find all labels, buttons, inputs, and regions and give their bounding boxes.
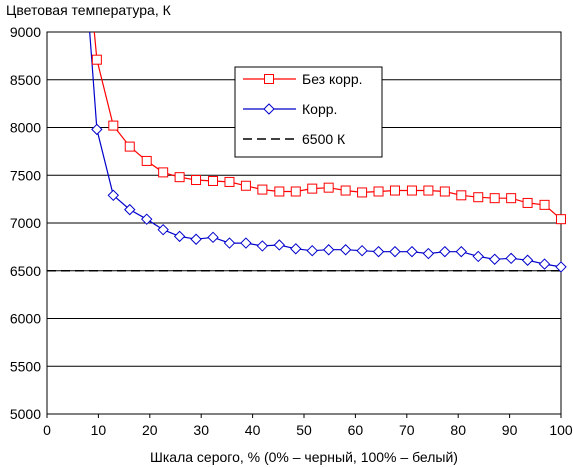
x-tick-50: 50 — [296, 422, 312, 438]
x-tick-60: 60 — [348, 422, 364, 438]
series-0-point-6 — [191, 175, 202, 186]
x-tick-70: 70 — [399, 422, 415, 438]
series-0-point-27 — [539, 199, 550, 210]
series-1-point-25 — [505, 252, 517, 265]
y-tick-labels: 5000 5500 6000 6500 7000 7500 8000 8500 9000 — [10, 24, 41, 422]
y-tick-8000: 8000 — [10, 120, 41, 136]
legend-label-series-2: 6500 К — [302, 131, 346, 147]
x-tick-0: 0 — [43, 422, 51, 438]
x-tick-100: 100 — [549, 422, 573, 438]
series-0-point-15 — [340, 185, 351, 196]
series-1-point-6 — [190, 233, 202, 245]
legend-marker-series-1 — [263, 103, 275, 115]
series-1-point-20 — [422, 247, 435, 260]
series-0-point-9 — [240, 180, 251, 191]
series-0-point-14 — [323, 182, 334, 193]
x-tick-20: 20 — [142, 422, 158, 438]
series-0-point-19 — [406, 185, 417, 196]
series-0-point-21 — [439, 186, 450, 197]
series-1-point-19 — [406, 245, 418, 258]
series-0 — [91, 31, 566, 225]
series-0-point-4 — [158, 167, 169, 178]
series-layer — [47, 31, 567, 273]
series-1-point-14 — [322, 244, 335, 256]
series-0-point-11 — [274, 186, 285, 197]
series-0-point-25 — [506, 193, 517, 204]
x-axis-title: Шкала серого, % (0% – черный, 100% – бел… — [150, 449, 458, 465]
series-1-point-28 — [555, 261, 567, 273]
legend-label-series-0: Без корр. — [302, 71, 363, 87]
series-1-point-10 — [256, 240, 269, 252]
y-tick-6000: 6000 — [10, 311, 41, 327]
series-1-point-27 — [538, 258, 551, 270]
series-0-point-22 — [456, 190, 467, 201]
series-1-point-8 — [223, 237, 236, 249]
series-1-point-16 — [356, 244, 368, 257]
y-tick-8500: 8500 — [10, 72, 41, 88]
series-1-point-17 — [372, 245, 385, 258]
series-0-point-3 — [141, 155, 152, 166]
series-1-point-15 — [339, 244, 352, 256]
series-1-point-23 — [472, 250, 484, 263]
series-0-point-13 — [307, 183, 318, 194]
y-tick-7500: 7500 — [10, 167, 41, 183]
series-1-point-7 — [207, 231, 219, 244]
series-0-point-17 — [373, 186, 384, 197]
series-0-point-26 — [522, 197, 533, 208]
series-1-point-26 — [521, 254, 534, 266]
series-0-point-10 — [257, 184, 268, 195]
series-0-point-28 — [556, 214, 566, 225]
x-tick-30: 30 — [193, 422, 209, 438]
series-1-point-24 — [488, 253, 501, 265]
series-1-point-11 — [273, 239, 286, 251]
y-axis-title: Цветовая температура, К — [6, 2, 172, 18]
x-tick-40: 40 — [245, 422, 261, 438]
series-1-point-21 — [439, 245, 451, 258]
legend: Без корр. Корр. 6500 К — [234, 66, 383, 158]
series-0-point-23 — [473, 192, 484, 203]
series-0-point-2 — [124, 141, 135, 152]
series-1-point-13 — [306, 244, 318, 257]
y-tick-7000: 7000 — [10, 215, 41, 231]
series-0-point-8 — [224, 176, 235, 187]
y-tick-5500: 5500 — [10, 358, 41, 374]
x-tick-90: 90 — [502, 422, 518, 438]
series-1-point-12 — [290, 243, 302, 255]
legend-label-series-1: Корр. — [302, 101, 337, 117]
series-1-point-5 — [173, 230, 186, 243]
y-tick-5000: 5000 — [10, 406, 41, 422]
x-tick-10: 10 — [91, 422, 107, 438]
x-tick-80: 80 — [450, 422, 466, 438]
series-0-point-18 — [389, 185, 400, 196]
legend-marker-series-0 — [264, 74, 274, 84]
series-0-point-0 — [91, 54, 102, 65]
series-0-point-5 — [174, 172, 185, 183]
series-0-point-1 — [108, 120, 119, 131]
series-1-point-22 — [455, 245, 467, 258]
series-0-point-24 — [489, 193, 500, 204]
y-tick-6500: 6500 — [10, 263, 41, 279]
series-1-point-4 — [157, 223, 169, 236]
series-1-point-1 — [107, 189, 120, 202]
series-1-point-18 — [389, 245, 401, 258]
series-0-point-16 — [357, 187, 368, 198]
series-1-point-9 — [240, 237, 252, 249]
series-0-point-12 — [290, 186, 301, 197]
series-1-point-3 — [141, 213, 153, 225]
series-1-point-0 — [91, 123, 103, 136]
series-1 — [89, 31, 567, 273]
x-tick-labels: 0 10 20 30 40 50 60 70 80 90 100 — [43, 414, 573, 438]
series-1-point-2 — [124, 203, 136, 216]
y-tick-9000: 9000 — [10, 24, 41, 40]
series-0-point-20 — [423, 185, 434, 196]
series-0-point-7 — [208, 175, 219, 186]
legend-box — [234, 66, 383, 158]
